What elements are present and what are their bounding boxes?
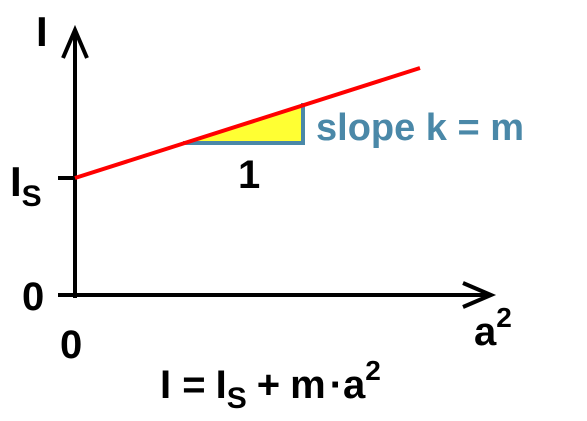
x-label-sup: 2 [496, 302, 512, 333]
slope-label: slope k = m [316, 107, 524, 149]
formula-dot: · [330, 363, 343, 407]
y-arrow [61, 24, 89, 59]
intercept-label: IS [10, 158, 42, 213]
formula-term1-base: I [216, 363, 227, 407]
x-origin: 0 [60, 323, 82, 367]
intercept-base: I [10, 158, 22, 205]
x-arrow [462, 281, 497, 309]
x-label: a2 [474, 302, 512, 354]
formula-term1-sub: S [227, 382, 247, 415]
run-label: 1 [238, 153, 260, 197]
triangle-legs [183, 103, 305, 145]
formula-coef: m [290, 363, 326, 407]
formula-lhs: I = [160, 363, 206, 407]
y-origin: 0 [22, 275, 44, 319]
formula: I = IS + m ·a2 [160, 355, 381, 415]
y-label: I [36, 8, 48, 55]
line [74, 66, 421, 180]
formula-term2-sup: 2 [365, 355, 381, 386]
intercept-sub: S [22, 180, 42, 213]
formula-op: + [257, 363, 280, 407]
formula-term2-base: a [343, 363, 366, 407]
x-label-base: a [474, 310, 497, 354]
